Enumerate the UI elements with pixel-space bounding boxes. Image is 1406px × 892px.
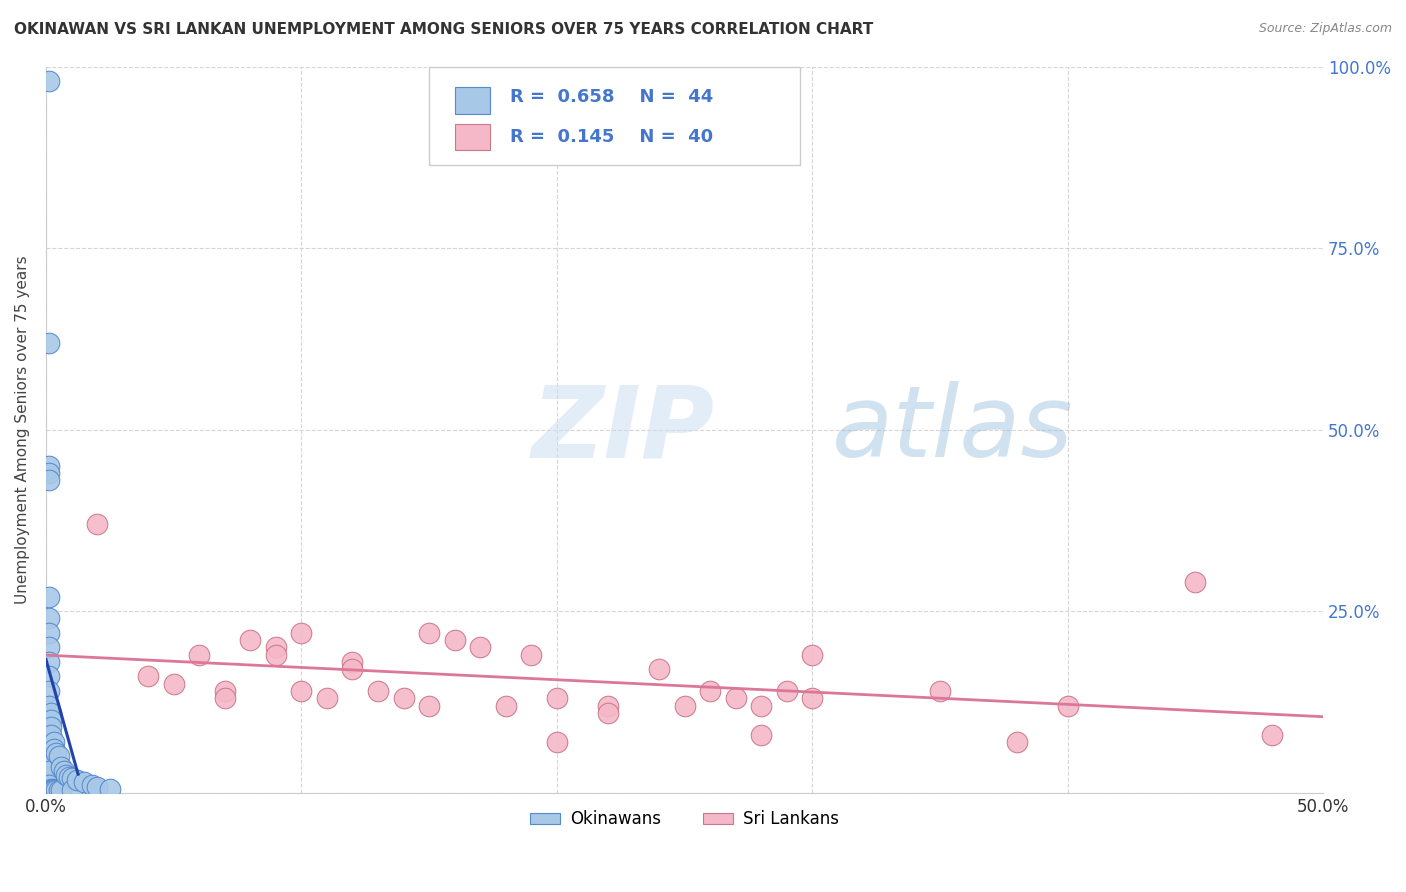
Point	[38, 466, 60, 480]
Point	[86, 780, 108, 794]
Point	[38, 474, 60, 488]
Point	[290, 684, 312, 698]
Point	[443, 633, 465, 648]
Point	[418, 626, 440, 640]
Point	[38, 778, 60, 792]
Point	[264, 648, 287, 662]
Point	[58, 770, 80, 784]
Point	[470, 640, 492, 655]
Point	[418, 698, 440, 713]
Point	[38, 611, 60, 625]
Point	[316, 691, 339, 706]
Point	[546, 735, 568, 749]
Point	[38, 626, 60, 640]
Point	[42, 735, 65, 749]
Text: Source: ZipAtlas.com: Source: ZipAtlas.com	[1258, 22, 1392, 36]
Point	[214, 684, 236, 698]
Point	[495, 698, 517, 713]
FancyBboxPatch shape	[454, 124, 491, 150]
Point	[136, 669, 159, 683]
Point	[65, 772, 87, 787]
Point	[39, 720, 62, 734]
Point	[45, 782, 67, 797]
Point	[596, 706, 619, 720]
Text: OKINAWAN VS SRI LANKAN UNEMPLOYMENT AMONG SENIORS OVER 75 YEARS CORRELATION CHAR: OKINAWAN VS SRI LANKAN UNEMPLOYMENT AMON…	[14, 22, 873, 37]
Point	[290, 626, 312, 640]
Point	[801, 691, 824, 706]
Point	[929, 684, 952, 698]
Point	[38, 74, 60, 88]
FancyBboxPatch shape	[454, 87, 491, 114]
Point	[39, 783, 62, 797]
Point	[699, 684, 721, 698]
Point	[38, 684, 60, 698]
Point	[648, 662, 671, 676]
Point	[39, 782, 62, 797]
Point	[392, 691, 415, 706]
Point	[163, 677, 186, 691]
Point	[38, 590, 60, 604]
Point	[1005, 735, 1028, 749]
Point	[55, 767, 77, 781]
Point	[80, 778, 103, 792]
Point	[52, 764, 75, 778]
Point	[48, 749, 70, 764]
Point	[801, 648, 824, 662]
Point	[51, 760, 73, 774]
Point	[38, 764, 60, 778]
Point	[39, 713, 62, 727]
Point	[38, 669, 60, 683]
Point	[98, 782, 121, 797]
Point	[51, 783, 73, 797]
Text: R =  0.145    N =  40: R = 0.145 N = 40	[509, 128, 713, 146]
Point	[214, 691, 236, 706]
Point	[38, 742, 60, 756]
Point	[39, 728, 62, 742]
Point	[86, 516, 108, 531]
Point	[38, 746, 60, 760]
Point	[188, 648, 211, 662]
Point	[776, 684, 799, 698]
Point	[60, 783, 83, 797]
Point	[42, 783, 65, 797]
Point	[342, 662, 364, 676]
Point	[38, 655, 60, 669]
Point	[38, 458, 60, 473]
Point	[38, 698, 60, 713]
Point	[38, 335, 60, 350]
Point	[546, 691, 568, 706]
Point	[1184, 575, 1206, 590]
Point	[264, 640, 287, 655]
Point	[45, 746, 67, 760]
Legend: Okinawans, Sri Lankans: Okinawans, Sri Lankans	[523, 804, 845, 835]
Point	[1261, 728, 1284, 742]
Point	[724, 691, 747, 706]
Point	[342, 655, 364, 669]
Text: R =  0.658    N =  44: R = 0.658 N = 44	[509, 88, 713, 106]
Point	[38, 640, 60, 655]
Point	[39, 706, 62, 720]
Point	[60, 771, 83, 785]
FancyBboxPatch shape	[429, 67, 800, 165]
Point	[749, 698, 772, 713]
Point	[42, 742, 65, 756]
Point	[42, 782, 65, 797]
Y-axis label: Unemployment Among Seniors over 75 years: Unemployment Among Seniors over 75 years	[15, 255, 30, 604]
Point	[48, 782, 70, 797]
Text: ZIP: ZIP	[531, 381, 714, 478]
Point	[1056, 698, 1078, 713]
Point	[520, 648, 543, 662]
Text: atlas: atlas	[831, 381, 1073, 478]
Point	[367, 684, 389, 698]
Point	[73, 774, 96, 789]
Point	[596, 698, 619, 713]
Point	[673, 698, 696, 713]
Point	[38, 756, 60, 771]
Point	[239, 633, 262, 648]
Point	[749, 728, 772, 742]
